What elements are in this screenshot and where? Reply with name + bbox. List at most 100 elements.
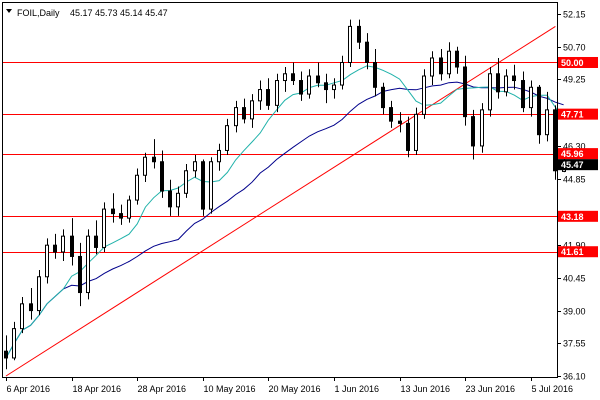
candle[interactable] xyxy=(242,98,246,124)
candle[interactable] xyxy=(225,118,229,155)
candle[interactable] xyxy=(447,42,451,79)
candle[interactable] xyxy=(94,220,98,255)
level-price-label: 45.96 xyxy=(561,149,584,159)
y-tick-label: 36.10 xyxy=(563,372,586,382)
candle[interactable] xyxy=(324,73,328,104)
candle[interactable] xyxy=(37,269,41,316)
candle[interactable] xyxy=(209,157,213,214)
y-tick-label: 44.85 xyxy=(563,175,586,185)
triangle-down-icon[interactable] xyxy=(6,9,12,13)
candle-body xyxy=(111,208,115,215)
x-tick-label: 18 Apr 2016 xyxy=(73,384,122,394)
candle[interactable] xyxy=(250,94,254,128)
candle[interactable] xyxy=(258,80,262,110)
candle[interactable] xyxy=(414,107,418,155)
current-price-label: 45.47 xyxy=(561,160,584,170)
candle[interactable] xyxy=(521,71,525,113)
candle[interactable] xyxy=(373,48,377,97)
candle[interactable] xyxy=(102,202,106,252)
candle[interactable] xyxy=(53,233,57,259)
candle[interactable] xyxy=(160,150,164,198)
candle[interactable] xyxy=(299,71,303,101)
candle-body xyxy=(529,86,533,109)
fast-moving-average[interactable] xyxy=(5,65,564,359)
candle-body xyxy=(29,303,33,312)
candle[interactable] xyxy=(439,48,443,81)
candle-body xyxy=(94,235,98,248)
candle[interactable] xyxy=(496,57,500,99)
candle[interactable] xyxy=(512,64,516,90)
candle[interactable] xyxy=(365,33,369,70)
candle[interactable] xyxy=(455,46,459,74)
candle[interactable] xyxy=(193,154,197,178)
candle[interactable] xyxy=(398,112,402,133)
candle-body xyxy=(521,80,525,109)
candle[interactable] xyxy=(545,91,549,142)
candle[interactable] xyxy=(430,51,434,86)
candle[interactable] xyxy=(20,297,24,334)
candle-body xyxy=(4,350,8,359)
candle[interactable] xyxy=(135,168,139,205)
candle[interactable] xyxy=(332,78,336,99)
candle[interactable] xyxy=(4,335,8,370)
candle[interactable] xyxy=(529,80,533,117)
candle-body xyxy=(357,25,361,43)
candle-body xyxy=(152,156,156,163)
candle-body xyxy=(381,86,385,109)
candle[interactable] xyxy=(61,229,65,261)
candle-body xyxy=(45,244,49,278)
candle-body xyxy=(275,80,279,106)
candle[interactable] xyxy=(488,67,492,117)
candle[interactable] xyxy=(168,179,172,216)
candle[interactable] xyxy=(29,288,33,320)
candle[interactable] xyxy=(234,100,238,133)
candle[interactable] xyxy=(348,19,352,68)
candle-body xyxy=(389,107,393,122)
candle[interactable] xyxy=(45,238,49,284)
candle[interactable] xyxy=(78,242,82,307)
candle-body xyxy=(258,89,262,102)
candle[interactable] xyxy=(291,62,295,86)
candle[interactable] xyxy=(389,100,393,128)
candle[interactable] xyxy=(70,218,74,266)
candle[interactable] xyxy=(381,82,385,115)
candle[interactable] xyxy=(316,62,320,88)
x-tick-label: 20 May 2016 xyxy=(269,384,321,394)
candle-body xyxy=(283,73,287,82)
candle[interactable] xyxy=(463,55,467,126)
candle[interactable] xyxy=(86,229,90,300)
candle[interactable] xyxy=(357,19,361,49)
slow-moving-average[interactable] xyxy=(5,81,564,359)
candle[interactable] xyxy=(283,67,287,92)
candle[interactable] xyxy=(553,105,557,180)
candle[interactable] xyxy=(307,69,311,99)
candle[interactable] xyxy=(119,204,123,225)
candle[interactable] xyxy=(127,195,131,223)
candle[interactable] xyxy=(406,116,410,158)
candle[interactable] xyxy=(217,143,221,171)
candle[interactable] xyxy=(184,163,188,198)
candle[interactable] xyxy=(111,193,115,223)
candle-body xyxy=(20,303,24,330)
plot-area[interactable] xyxy=(3,3,566,377)
candle[interactable] xyxy=(176,186,180,216)
y-tick-label: 39.00 xyxy=(563,307,586,317)
plot-background[interactable] xyxy=(3,3,557,377)
candle-body xyxy=(61,235,65,253)
candle[interactable] xyxy=(275,73,279,113)
candle[interactable] xyxy=(152,139,156,169)
candle[interactable] xyxy=(12,321,16,361)
candle[interactable] xyxy=(143,152,147,183)
candle[interactable] xyxy=(201,159,205,216)
candle[interactable] xyxy=(480,103,484,153)
x-tick-label: 23 Jun 2016 xyxy=(466,384,516,394)
candle-body xyxy=(488,73,492,111)
candle[interactable] xyxy=(340,55,344,90)
candle[interactable] xyxy=(422,69,426,119)
candle[interactable] xyxy=(537,85,541,144)
candle[interactable] xyxy=(266,78,270,110)
candle[interactable] xyxy=(504,69,508,97)
candle[interactable] xyxy=(471,109,475,160)
candle-body xyxy=(439,57,443,75)
